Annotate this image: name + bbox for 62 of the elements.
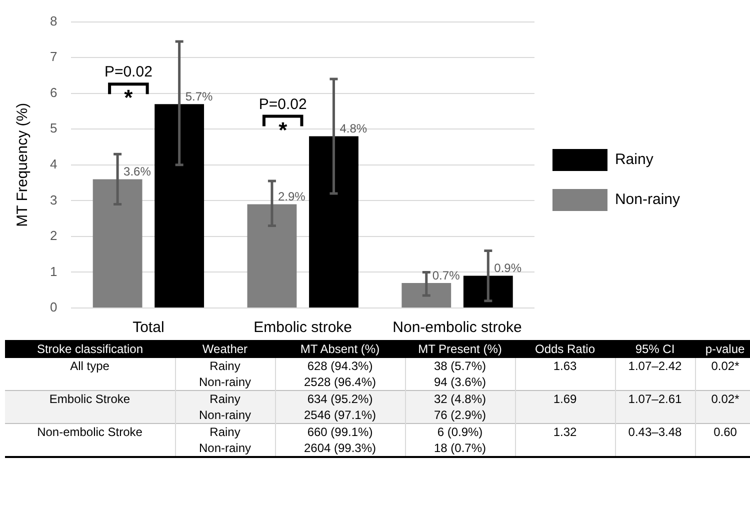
text: 32 (4.8%)	[405, 390, 515, 407]
text: 1.07–2.42	[615, 358, 695, 374]
text: 1.07–2.61	[615, 390, 695, 407]
category-label: MT Present (%)	[417, 341, 503, 358]
text: Non-rainy	[175, 374, 275, 390]
y-tick-label: 0	[50, 300, 58, 315]
text: All type	[69, 358, 110, 374]
text: Rainy	[175, 358, 275, 374]
category-label: MT Absent (%)	[299, 341, 381, 358]
x-tick-label: Non-embolic stroke	[392, 319, 522, 336]
y-axis-title: MT Frequency (%)	[14, 102, 32, 227]
y-tick-label: 8	[50, 13, 58, 28]
annotation: *	[278, 117, 288, 142]
text: Non-rainy	[175, 407, 275, 424]
text: 6 (0.9%)	[405, 424, 515, 440]
text: Non-rainy	[175, 440, 275, 457]
text: 0.02*	[695, 358, 750, 374]
category-label: Weather	[201, 341, 249, 358]
text: 94 (3.6%)	[405, 374, 515, 390]
y-tick-label: 6	[50, 84, 58, 100]
y-tick-label: 5	[50, 120, 58, 136]
text: 18 (0.7%)	[405, 440, 515, 457]
text: 38 (5.7%)	[405, 358, 515, 374]
text: 0.02*	[695, 390, 750, 407]
text: Rainy	[175, 390, 275, 407]
data-label: 0.7%	[432, 268, 460, 282]
category-label: Odds Ratio	[534, 341, 596, 358]
annotation: P=0.02	[258, 96, 307, 113]
y-tick-label: 2	[50, 228, 58, 244]
text: 1.32	[515, 424, 615, 440]
text: Embolic Stroke	[48, 391, 132, 407]
text: 1.63	[515, 358, 615, 374]
category-label: Stroke classification	[36, 341, 144, 358]
annotation: P=0.02	[104, 64, 152, 81]
y-tick-label: 1	[50, 264, 58, 279]
legend-label: Rainy	[614, 151, 654, 168]
text: 660 (99.1%)	[275, 424, 405, 440]
text: 2604 (99.3%)	[275, 440, 405, 457]
category-label: 95% CI	[634, 341, 676, 358]
data-label: 3.6%	[124, 164, 152, 179]
legend-label: Non-rainy	[614, 191, 680, 208]
text: 0.60	[695, 424, 750, 440]
data-label: 4.8%	[340, 122, 368, 136]
x-tick-label: Embolic stroke	[254, 319, 352, 336]
text: 634 (95.2%)	[275, 390, 405, 407]
text: 1.69	[515, 390, 615, 407]
text: 2528 (96.4%)	[275, 374, 405, 390]
y-tick-label: 4	[50, 156, 58, 172]
category-label: p-value	[704, 341, 746, 358]
text: 2546 (97.1%)	[275, 407, 405, 424]
data-label: 0.9%	[494, 261, 522, 276]
annotation: *	[124, 85, 134, 110]
text: Rainy	[175, 424, 275, 440]
y-tick-label: 7	[50, 49, 58, 64]
text: 76 (2.9%)	[405, 407, 515, 424]
data-label: 5.7%	[185, 89, 213, 104]
y-tick-label: 3	[50, 192, 58, 208]
text: Non-embolic Stroke	[36, 424, 144, 440]
data-label: 2.9%	[278, 190, 306, 204]
text: 0.43–3.48	[615, 424, 695, 440]
text: 628 (94.3%)	[275, 358, 405, 374]
x-tick-label: Total	[132, 319, 164, 336]
